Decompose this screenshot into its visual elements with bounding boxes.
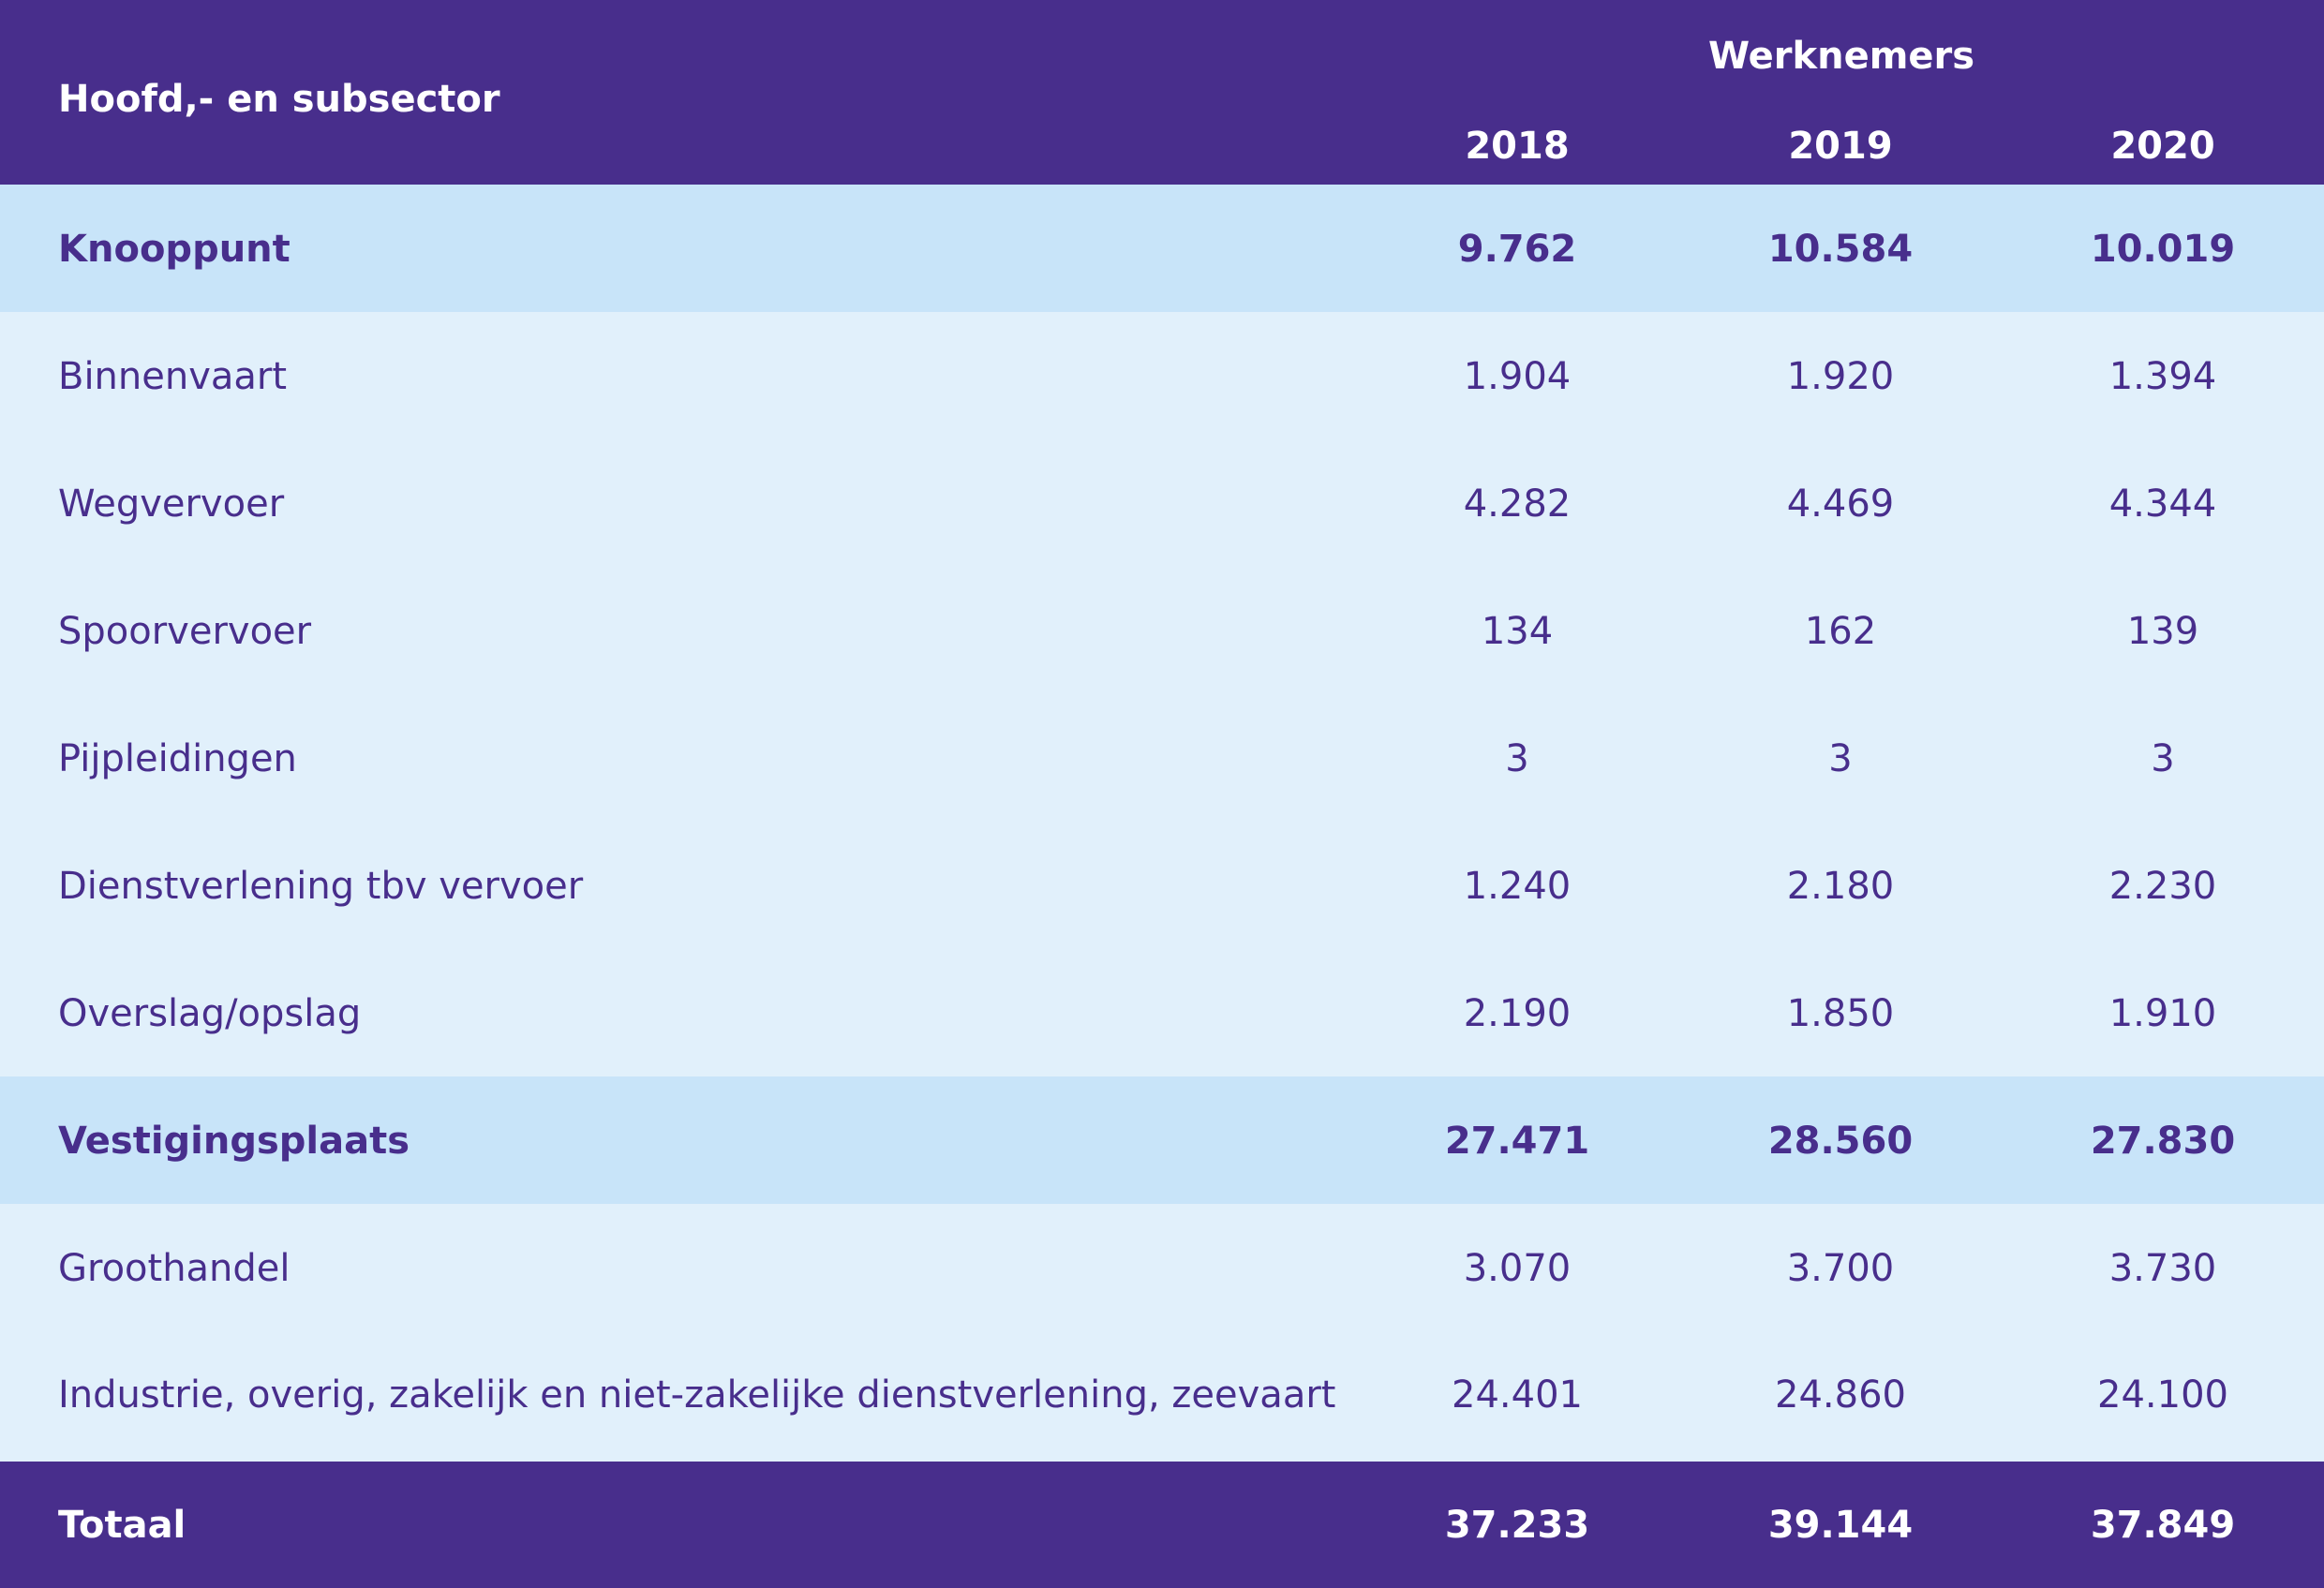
value-2018: 3	[1505, 737, 1529, 780]
year-header-2020: 2020	[2110, 125, 2215, 168]
table-row: Binnenvaart 1.904 1.920 1.394	[0, 312, 2324, 439]
row-label: Wegvervoer	[58, 482, 285, 526]
row-label: Vestigingsplaats	[58, 1120, 410, 1163]
table-header: Hoofd,- en subsector Werknemers 2018 201…	[0, 0, 2324, 185]
value-2020: 2.230	[2108, 865, 2217, 908]
value-2018: 1.240	[1463, 865, 1572, 908]
year-header-2018: 2018	[1465, 125, 1570, 168]
value-2018: 24.401	[1452, 1373, 1583, 1417]
table-row: Overslag/opslag 2.190 1.850 1.910	[0, 949, 2324, 1076]
value-2018: 2.190	[1463, 992, 1572, 1035]
value-2019: 3.700	[1786, 1247, 1895, 1290]
value-2020: 4.344	[2108, 482, 2217, 526]
total-row: Totaal 37.233 39.144 37.849	[0, 1462, 2324, 1588]
value-2018: 27.471	[1444, 1120, 1590, 1163]
employees-group-header: Werknemers	[1707, 35, 1975, 78]
table-row: Wegvervoer 4.282 4.469 4.344	[0, 439, 2324, 567]
value-2020: 10.019	[2090, 228, 2236, 271]
total-2018: 37.233	[1444, 1504, 1590, 1547]
value-2020: 139	[2126, 610, 2199, 653]
value-2020: 3.730	[2108, 1247, 2217, 1290]
main-sector-row-knooppunt: Knooppunt 9.762 10.584 10.019	[0, 185, 2324, 312]
value-2020: 3	[2151, 737, 2175, 780]
table-row: Industrie, overig, zakelijk en niet-zake…	[0, 1333, 2324, 1462]
row-label: Spoorvervoer	[58, 610, 312, 653]
total-2019: 39.144	[1767, 1504, 1914, 1547]
value-2018: 134	[1481, 610, 1554, 653]
row-label: Knooppunt	[58, 228, 290, 271]
main-sector-row-vestigingsplaats: Vestigingsplaats 27.471 28.560 27.830	[0, 1076, 2324, 1204]
row-label: Pijpleidingen	[58, 737, 297, 780]
table-row: Pijpleidingen 3 3 3	[0, 694, 2324, 822]
value-2019: 28.560	[1767, 1120, 1914, 1163]
row-label: Industrie, overig, zakelijk en niet-zake…	[58, 1373, 1336, 1417]
value-2018: 4.282	[1463, 482, 1572, 526]
row-label: Overslag/opslag	[58, 992, 362, 1035]
table-row: Dienstverlening tbv vervoer 1.240 2.180 …	[0, 822, 2324, 949]
value-2018: 3.070	[1463, 1247, 1572, 1290]
value-2020: 1.910	[2108, 992, 2217, 1035]
value-2019: 1.850	[1786, 992, 1895, 1035]
total-2020: 37.849	[2090, 1504, 2236, 1547]
value-2019: 1.920	[1786, 355, 1895, 398]
row-label: Dienstverlening tbv vervoer	[58, 865, 584, 908]
value-2020: 27.830	[2090, 1120, 2236, 1163]
value-2020: 24.100	[2097, 1373, 2228, 1417]
value-2019: 3	[1828, 737, 1853, 780]
value-2020: 1.394	[2108, 355, 2217, 398]
row-label: Binnenvaart	[58, 355, 288, 398]
total-label: Totaal	[58, 1504, 186, 1547]
value-2019: 162	[1804, 610, 1877, 653]
table-row: Spoorvervoer 134 162 139	[0, 567, 2324, 694]
value-2019: 4.469	[1786, 482, 1895, 526]
value-2019: 24.860	[1775, 1373, 1906, 1417]
value-2018: 9.762	[1457, 228, 1577, 271]
value-2018: 1.904	[1463, 355, 1572, 398]
year-header-2019: 2019	[1788, 125, 1893, 168]
sector-column-header: Hoofd,- en subsector	[58, 78, 500, 121]
table-row: Groothandel 3.070 3.700 3.730	[0, 1204, 2324, 1331]
value-2019: 10.584	[1767, 228, 1914, 271]
row-label: Groothandel	[58, 1247, 290, 1290]
value-2019: 2.180	[1786, 865, 1895, 908]
